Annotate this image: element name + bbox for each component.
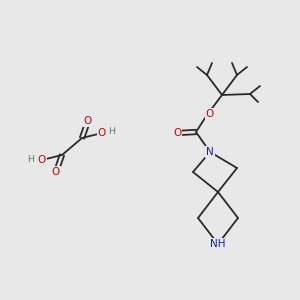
Text: O: O <box>84 116 92 126</box>
Text: O: O <box>52 167 60 177</box>
Text: O: O <box>173 128 181 138</box>
Text: N: N <box>206 147 214 157</box>
Text: H: H <box>109 128 116 136</box>
Text: O: O <box>206 109 214 119</box>
Text: H: H <box>28 154 34 164</box>
Text: NH: NH <box>210 239 226 249</box>
Text: O: O <box>98 128 106 138</box>
Text: O: O <box>38 155 46 165</box>
